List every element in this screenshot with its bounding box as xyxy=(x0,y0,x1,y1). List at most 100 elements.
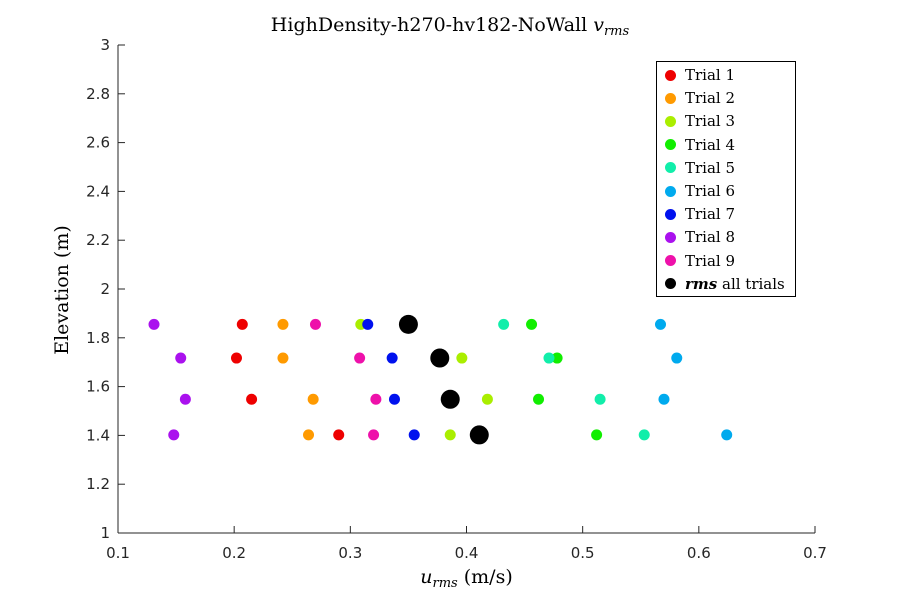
legend-label: Trial 8 xyxy=(685,228,736,247)
data-point-trial-3 xyxy=(444,429,456,441)
x-tick-label: 0.4 xyxy=(455,544,479,562)
x-axis-label: urms (m/s) xyxy=(118,566,815,591)
data-point-trial-1 xyxy=(333,429,345,441)
legend-item: rms all trials xyxy=(665,274,785,294)
y-tick-label: 1.4 xyxy=(86,426,110,444)
legend-label: Trial 2 xyxy=(685,89,736,108)
data-point-trial-6 xyxy=(658,393,670,405)
data-point-trial-1 xyxy=(246,393,258,405)
data-point-trial-5 xyxy=(594,393,606,405)
legend-item: Trial 7 xyxy=(665,204,735,224)
data-point-trial-9 xyxy=(368,429,380,441)
data-point-rms xyxy=(430,348,450,368)
legend-label: rms all trials xyxy=(685,274,785,293)
y-tick-label: 2.6 xyxy=(86,134,110,152)
x-axis-label-units: (m/s) xyxy=(463,566,513,588)
legend-item: Trial 1 xyxy=(665,65,735,85)
legend-label: Trial 1 xyxy=(685,66,736,84)
data-point-trial-6 xyxy=(721,429,733,441)
data-point-trial-9 xyxy=(309,318,321,330)
y-tick-label: 2.4 xyxy=(86,182,110,200)
legend-marker xyxy=(665,69,676,81)
legend-label: Trial 6 xyxy=(685,182,736,200)
data-point-trial-5 xyxy=(638,429,650,441)
data-point-trial-9 xyxy=(354,352,366,364)
data-point-trial-2 xyxy=(277,318,289,330)
legend-marker xyxy=(665,185,676,197)
y-tick-label: 1.2 xyxy=(86,475,110,493)
data-point-trial-4 xyxy=(591,429,603,441)
data-point-trial-2 xyxy=(307,393,319,405)
x-tick-label: 0.2 xyxy=(222,544,246,562)
legend-marker xyxy=(665,255,676,267)
data-points xyxy=(148,314,733,445)
legend-item: Trial 4 xyxy=(665,135,735,155)
data-point-trial-7 xyxy=(362,318,374,330)
data-point-trial-6 xyxy=(654,318,666,330)
data-point-trial-8 xyxy=(179,393,191,405)
axis-ticks: 0.1 0.2 0.3 0.4 0.5 0.6 0.7 1 1.2 1.4 1.6 1.8 2 2.2 2.… xyxy=(86,36,827,562)
legend-label: Trial 9 xyxy=(685,251,736,270)
data-point-trial-5 xyxy=(498,318,510,330)
x-tick-label: 0.5 xyxy=(571,544,595,562)
data-point-trial-7 xyxy=(386,352,398,364)
data-point-trial-8 xyxy=(168,429,180,441)
legend-marker xyxy=(665,162,676,174)
data-point-trial-7 xyxy=(388,393,400,405)
legend-label: Trial 5 xyxy=(685,158,736,177)
legend-label: Trial 4 xyxy=(685,135,736,154)
legend-marker xyxy=(665,231,676,243)
data-point-trial-4 xyxy=(526,318,538,330)
data-point-trial-5 xyxy=(543,352,555,364)
y-axis-label: Elevation (m) xyxy=(51,225,73,355)
x-tick-label: 0.3 xyxy=(338,544,362,562)
legend-item: Trial 3 xyxy=(665,111,735,131)
data-point-trial-8 xyxy=(148,318,160,330)
chart-title-var: v xyxy=(593,14,604,36)
legend-marker xyxy=(665,115,676,127)
x-axis-label-var: u xyxy=(420,566,433,588)
y-tick-label: 2 xyxy=(100,280,110,298)
data-point-trial-6 xyxy=(671,352,683,364)
legend-item: Trial 9 xyxy=(665,251,735,271)
data-point-trial-9 xyxy=(370,393,382,405)
data-point-rms xyxy=(469,425,489,445)
x-tick-label: 0.7 xyxy=(803,544,827,562)
x-tick-label: 0.1 xyxy=(106,544,130,562)
data-point-trial-8 xyxy=(175,352,187,364)
chart-title-text: HighDensity-h270-hv182-NoWall xyxy=(270,14,588,36)
x-axis-label-var-sub: rms xyxy=(432,576,458,591)
data-point-trial-4 xyxy=(551,352,563,364)
legend-label: Trial 7 xyxy=(685,205,736,224)
legend-item: Trial 8 xyxy=(665,227,735,247)
data-point-trial-4 xyxy=(533,393,545,405)
data-point-rms xyxy=(398,314,418,334)
x-tick-label: 0.6 xyxy=(687,544,711,562)
y-tick-label: 1 xyxy=(100,524,110,542)
y-tick-label: 2.2 xyxy=(86,231,110,249)
legend-label: Trial 3 xyxy=(685,112,736,131)
legend-item: Trial 2 xyxy=(665,88,735,108)
legend-item: Trial 6 xyxy=(665,181,735,201)
chart-title-var-sub: rms xyxy=(603,24,630,39)
y-tick-label: 3 xyxy=(100,36,110,54)
data-point-rms xyxy=(440,389,460,409)
legend-marker xyxy=(665,278,676,290)
data-point-trial-2 xyxy=(303,429,315,441)
data-point-trial-3 xyxy=(456,352,468,364)
legend-marker xyxy=(665,208,676,220)
data-point-trial-3 xyxy=(481,393,493,405)
legend-item: Trial 5 xyxy=(665,158,735,178)
y-tick-label: 1.6 xyxy=(86,378,110,396)
data-point-trial-2 xyxy=(277,352,289,364)
legend: Trial 1 Trial 2 Trial 3 Trial 4 Trial 5 Trial… xyxy=(656,61,796,297)
y-tick-label: 1.8 xyxy=(86,329,110,347)
legend-marker xyxy=(665,92,676,104)
data-point-trial-1 xyxy=(236,318,248,330)
legend-marker xyxy=(665,139,676,151)
data-point-trial-1 xyxy=(230,352,242,364)
data-point-trial-7 xyxy=(408,429,420,441)
chart-title: HighDensity-h270-hv182-NoWall vrms xyxy=(0,14,900,39)
y-tick-label: 2.8 xyxy=(86,85,110,103)
